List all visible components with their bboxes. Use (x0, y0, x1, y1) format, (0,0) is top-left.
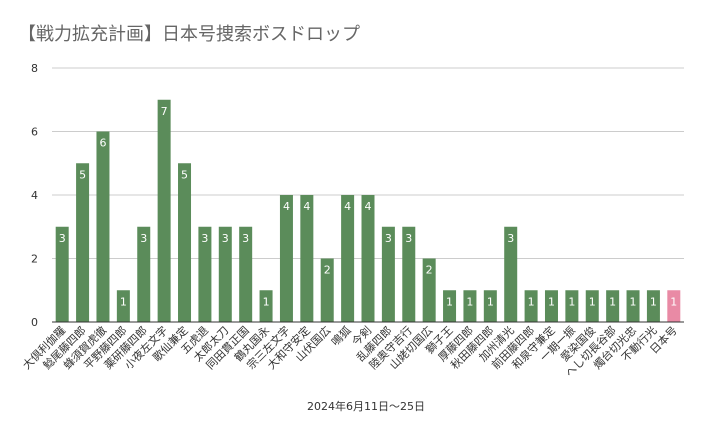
bar (239, 226, 253, 322)
bar (463, 290, 477, 322)
bar-data-label: 4 (344, 200, 351, 213)
bar-data-label: 2 (426, 264, 433, 277)
bar (646, 290, 660, 322)
x-tick-label: 鳴狐 (328, 323, 353, 348)
bar-data-label: 3 (507, 232, 514, 245)
bar (300, 195, 314, 322)
bar-data-label: 1 (528, 295, 535, 308)
bar (483, 290, 497, 322)
y-tick-label: 4 (31, 189, 38, 202)
bar-data-label: 3 (242, 232, 249, 245)
bar (198, 226, 212, 322)
x-axis-ticks: 大倶利伽羅鯰尾藤四郎蜂須賀虎徹平野藤四郎薬研藤四郎小夜左文字歌仙兼定五虎退太郎太… (20, 323, 680, 380)
bar-data-label: 1 (630, 295, 637, 308)
bar (137, 226, 151, 322)
bar-data-label: 3 (385, 232, 392, 245)
y-tick-label: 0 (31, 316, 38, 329)
bar-data-label: 1 (568, 295, 575, 308)
bar (157, 99, 171, 322)
bar (544, 290, 558, 322)
bar-data-label: 7 (161, 105, 168, 118)
chart-title: 【戦力拡充計画】日本号捜索ボスドロップ (18, 24, 360, 45)
bar (178, 163, 192, 322)
bar-data-label: 3 (222, 232, 229, 245)
bar-data-label: 1 (466, 295, 473, 308)
x-axis-title: 2024年6月11日～25日 (307, 399, 425, 413)
bar (341, 195, 355, 322)
bar (279, 195, 293, 322)
bar (381, 226, 395, 322)
bar (606, 290, 620, 322)
bar (320, 258, 334, 322)
bar (76, 163, 90, 322)
bar-data-label: 5 (181, 168, 188, 181)
bar-data-label: 4 (283, 200, 290, 213)
bar-data-label: 4 (365, 200, 372, 213)
bar-data-label: 3 (140, 232, 147, 245)
bar (361, 195, 375, 322)
bar-data-label: 1 (548, 295, 555, 308)
bar (422, 258, 436, 322)
bar-data-label: 1 (609, 295, 616, 308)
bar-data-label: 1 (263, 295, 270, 308)
bar (96, 131, 110, 322)
bar-data-label: 1 (446, 295, 453, 308)
bar-data-label: 3 (405, 232, 412, 245)
bar (626, 290, 640, 322)
y-tick-label: 8 (31, 62, 38, 75)
bar (504, 226, 518, 322)
bar-data-label: 4 (303, 200, 310, 213)
bar-data-label: 1 (120, 295, 127, 308)
bar (218, 226, 232, 322)
y-tick-label: 6 (31, 126, 38, 139)
bar-data-label: 2 (324, 264, 331, 277)
bar-data-label: 3 (201, 232, 208, 245)
bar (585, 290, 599, 322)
bar (565, 290, 579, 322)
y-axis-ticks: 0 2 4 6 8 (31, 62, 38, 329)
bar-data-label: 3 (59, 232, 66, 245)
bar-data-label: 1 (487, 295, 494, 308)
bar (524, 290, 538, 322)
y-tick-label: 2 (31, 253, 38, 266)
bar (259, 290, 273, 322)
bar (55, 226, 69, 322)
bar-data-label: 5 (79, 168, 86, 181)
bar (667, 290, 681, 322)
bar (402, 226, 416, 322)
bar-data-label: 1 (589, 295, 596, 308)
bar (116, 290, 130, 322)
bar-data-label: 1 (650, 295, 657, 308)
bar-data-label: 1 (670, 295, 677, 308)
bar (443, 290, 457, 322)
bar-data-label: 6 (99, 137, 106, 150)
